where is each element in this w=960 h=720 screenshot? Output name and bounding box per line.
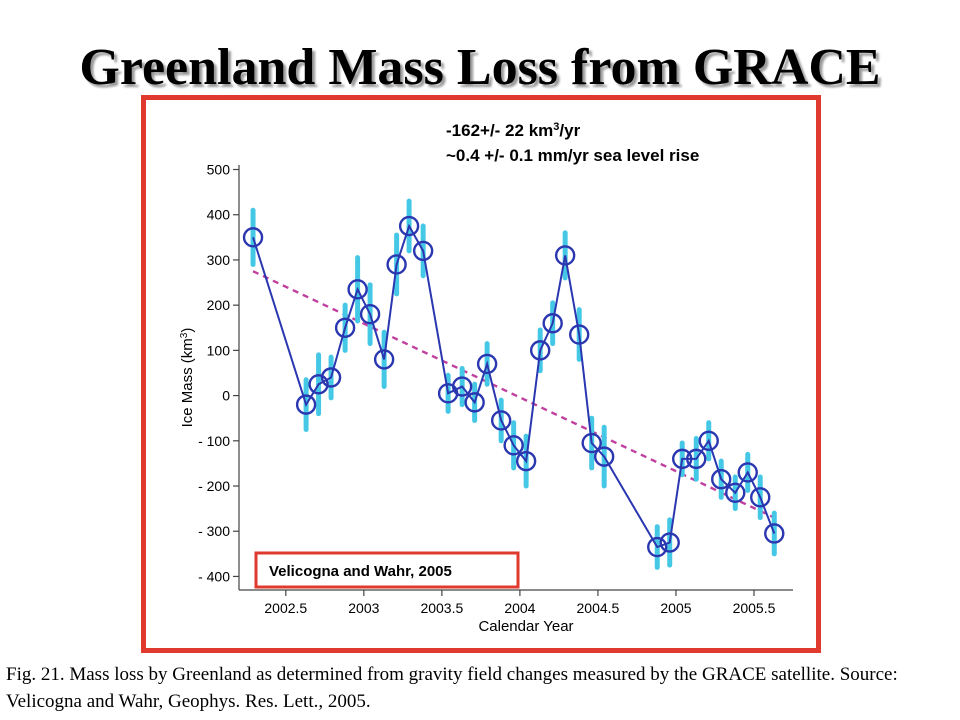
data-point [347, 279, 368, 300]
trend-line [252, 270, 775, 519]
data-point [529, 340, 551, 361]
data-point [464, 392, 485, 413]
x-tick-label: 2004.5 [577, 600, 620, 616]
data-point [581, 432, 602, 454]
data-point [242, 227, 264, 248]
data-point [711, 469, 732, 490]
y-tick-label: 500 [207, 162, 231, 178]
data-point [686, 448, 707, 470]
data-point [737, 462, 758, 483]
data-point [386, 254, 407, 275]
data-point [542, 313, 563, 334]
data-point [672, 448, 693, 470]
data-point [659, 532, 680, 553]
y-tick-label: 400 [207, 207, 231, 223]
data-point [398, 215, 420, 237]
source-box-label: Velicogna and Wahr, 2005 [269, 563, 452, 580]
y-tick-label: 200 [207, 297, 231, 313]
data-point [308, 374, 329, 395]
figure-frame: 500 400 300 200 100 0 - 100 - 200 - 300 - 400 2002… [141, 95, 821, 653]
data-point [593, 446, 615, 467]
data-point [412, 240, 434, 262]
x-tick-label: 2003 [348, 600, 379, 616]
x-tick-label: 2002.5 [264, 600, 307, 616]
x-tick-label: 2003.5 [420, 600, 463, 616]
data-point [725, 482, 746, 503]
data-point [295, 394, 317, 415]
slide-title: Greenland Mass Loss from GRACE [79, 39, 881, 96]
annotation-text: -162+/- 22 km3/yr [446, 121, 581, 140]
data-point [373, 349, 395, 370]
data-point [490, 410, 512, 431]
y-tick-label: - 400 [198, 568, 230, 584]
data-point [320, 367, 342, 388]
x-tick-label: 2004 [504, 600, 535, 616]
y-tick-label: - 200 [198, 478, 230, 494]
data-point [554, 245, 576, 266]
x-tick-label: 2005.5 [733, 600, 776, 616]
data-point [569, 324, 590, 345]
ice-mass-chart: 500 400 300 200 100 0 - 100 - 200 - 300 - 400 2002… [179, 121, 793, 635]
data-point [503, 435, 524, 456]
data-point [647, 536, 668, 558]
data-point [334, 317, 356, 338]
x-tick-label: 2005 [660, 600, 691, 616]
data-point [698, 430, 719, 451]
y-tick-label: - 300 [198, 523, 230, 539]
data-point [764, 523, 785, 544]
y-tick-label: 0 [222, 388, 230, 404]
data-point [359, 304, 381, 325]
x-axis-label: Calendar Year [478, 618, 573, 635]
source-box [254, 551, 520, 589]
y-tick-label: 300 [207, 252, 231, 268]
y-tick-label: 100 [207, 342, 231, 358]
data-point [451, 376, 473, 397]
annotation-text: ~0.4 +/- 0.1 mm/yr sea level rise [446, 146, 699, 165]
data-point [750, 487, 771, 508]
y-axis-label: Ice Mass (km3) [179, 328, 197, 428]
y-tick-label: - 100 [198, 433, 230, 449]
data-point [476, 353, 498, 375]
data-point [515, 450, 537, 472]
figure-caption: Fig. 21. Mass loss by Greenland as deter… [6, 664, 898, 712]
